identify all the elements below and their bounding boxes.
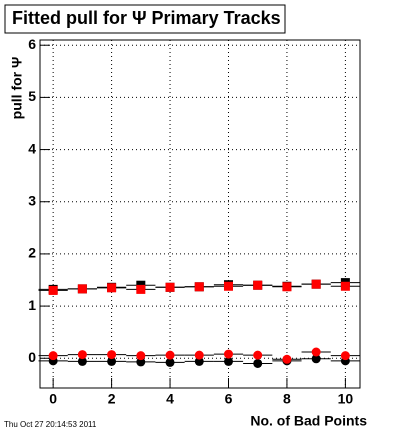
x-tick-label: 2	[108, 391, 116, 407]
x-tick-label: 8	[283, 391, 291, 407]
marker	[340, 281, 350, 291]
marker	[165, 357, 175, 367]
y-tick-label: 2	[28, 245, 36, 261]
marker	[253, 358, 263, 368]
y-tick-label: 0	[28, 349, 36, 365]
marker	[165, 350, 175, 360]
marker	[136, 351, 146, 361]
marker	[223, 356, 233, 366]
marker	[77, 284, 87, 294]
y-tick-label: 4	[28, 140, 36, 156]
marker	[223, 281, 233, 291]
marker	[48, 285, 58, 295]
x-tick-label: 10	[338, 391, 354, 407]
marker	[194, 356, 204, 366]
marker	[136, 284, 146, 294]
footer: Thu Oct 27 20:14:53 2011	[4, 420, 97, 429]
title-box	[4, 4, 286, 34]
plot-frame	[39, 39, 361, 389]
chart-title: Fitted pull for Ψ Primary Tracks	[12, 8, 281, 28]
marker	[107, 356, 117, 366]
marker	[223, 349, 233, 359]
marker	[48, 351, 58, 361]
marker	[282, 354, 292, 364]
marker	[107, 350, 117, 360]
marker	[253, 350, 263, 360]
marker	[165, 282, 175, 292]
marker	[194, 282, 204, 292]
y-tick-label: 5	[28, 88, 36, 104]
marker	[136, 357, 146, 367]
x-tick-label: 6	[225, 391, 233, 407]
y-tick-label: 6	[28, 36, 36, 52]
x-axis-label: No. of Bad Points	[250, 413, 367, 429]
marker	[311, 279, 321, 289]
marker	[107, 283, 117, 293]
marker	[194, 350, 204, 360]
marker	[253, 280, 263, 290]
marker	[340, 351, 350, 361]
marker	[282, 282, 292, 292]
y-tick-label: 1	[28, 297, 36, 313]
marker	[77, 350, 87, 360]
x-tick-label: 4	[166, 391, 174, 407]
y-tick-label: 3	[28, 192, 36, 208]
marker	[77, 356, 87, 366]
marker	[311, 354, 321, 364]
y-axis-label: pull for Ψ	[9, 57, 25, 120]
x-tick-label: 0	[49, 391, 57, 407]
marker	[311, 347, 321, 357]
